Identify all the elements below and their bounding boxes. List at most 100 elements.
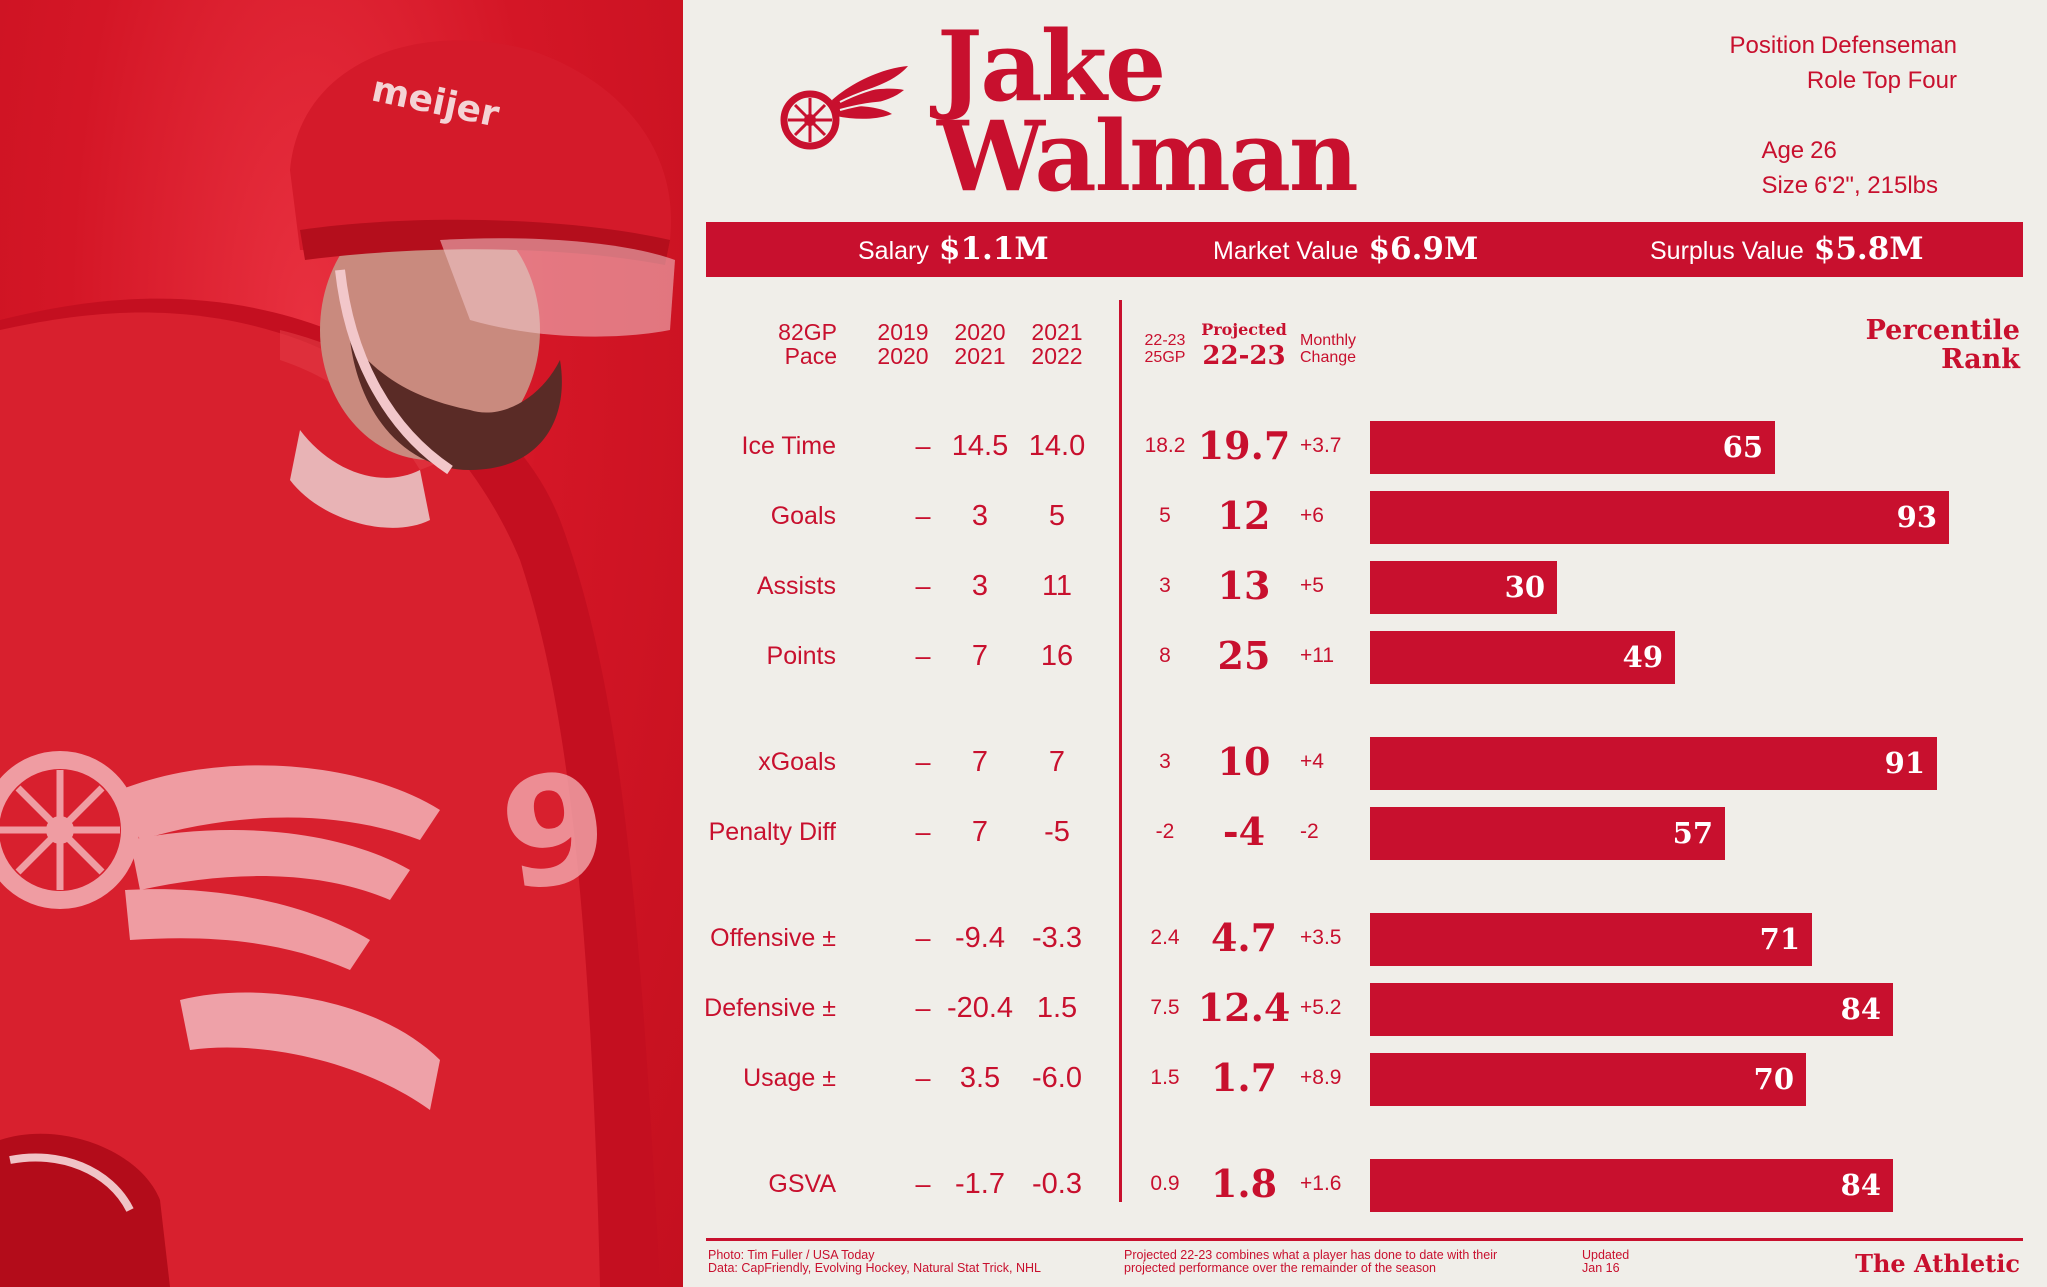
header-season-1920: 2019 2020 <box>870 320 936 368</box>
stat-monthly-change: +4 <box>1300 750 1324 773</box>
size-value: 6'2", 215lbs <box>1814 172 1938 199</box>
stat-monthly-change: +11 <box>1300 644 1335 667</box>
percentile-value: 71 <box>1759 922 1800 956</box>
stat-2223-25gp: 1.5 <box>1150 1066 1180 1089</box>
stat-2020-2021: -9.4 <box>955 922 1005 954</box>
stat-2019-2020: – <box>915 817 931 847</box>
stat-2020-2021: -20.4 <box>946 992 1014 1024</box>
stat-row: Ice Time –14.5 14.0 18.2 19.7 +3.7 65 <box>0 418 2047 474</box>
header-proj-line1: Projected <box>1201 320 1287 339</box>
stat-label: Usage ± <box>743 1064 836 1092</box>
data-credit: Data: CapFriendly, Evolving Hockey, Natu… <box>708 1261 1041 1275</box>
header-s1-line2: 2020 <box>877 343 929 369</box>
header-2223-25gp: 22-23 25GP <box>1140 332 1190 366</box>
percentile-bar: 71 <box>1370 913 1812 966</box>
stat-label: Penalty Diff <box>708 818 836 846</box>
percentile-value: 91 <box>1884 746 1925 780</box>
percentile-bar: 30 <box>1370 561 1557 614</box>
stat-2019-2020: – <box>915 571 931 601</box>
age-value: 26 <box>1810 137 1837 164</box>
stat-2223-25gp: -2 <box>1155 820 1175 843</box>
player-name: Jake Walman <box>937 10 1359 205</box>
player-position-block: Position Defenseman Role Top Four <box>1730 28 1957 98</box>
stat-label: Offensive ± <box>710 924 836 952</box>
header-gp-line2: 25GP <box>1144 349 1186 366</box>
stat-2021-2022: 1.5 <box>1036 992 1078 1024</box>
projection-note-line1: Projected 22-23 combines what a player h… <box>1124 1248 1498 1262</box>
stat-label: Ice Time <box>741 432 836 460</box>
stat-monthly-change: +5.2 <box>1300 996 1342 1019</box>
header-monthly-change: Monthly Change <box>1300 332 1366 366</box>
stat-2019-2020: – <box>915 501 931 531</box>
stat-row: xGoals – 7 7 3 10 +4 91 <box>0 734 2047 790</box>
header-s2-line1: 2020 <box>954 319 1006 345</box>
updated-date: Jan 16 <box>1582 1261 1620 1275</box>
stat-row: Points – 7 16 8 25 +11 49 <box>0 628 2047 684</box>
stat-2019-2020: – <box>915 431 931 461</box>
photo-credit: Photo: Tim Fuller / USA Today <box>708 1248 875 1262</box>
market-value-item: Market Value $6.9M <box>1213 222 1478 277</box>
stat-projected: 10 <box>1217 739 1271 784</box>
header-proj-line2: 22-23 <box>1202 341 1286 371</box>
stat-projected: 4.7 <box>1210 915 1278 960</box>
percentile-bar: 70 <box>1370 1053 1806 1106</box>
stat-2223-25gp: 0.9 <box>1150 1172 1180 1195</box>
percentile-bar: 84 <box>1370 1159 1893 1212</box>
stat-projected: 19.7 <box>1197 423 1291 468</box>
header-chg-line1: Monthly <box>1300 332 1357 349</box>
percentile-value: 65 <box>1722 430 1763 464</box>
player-photo-illustration: 9 meijer <box>0 40 675 1287</box>
player-first-name: Jake <box>937 10 1166 123</box>
stat-monthly-change: +1.6 <box>1300 1172 1342 1195</box>
stat-2019-2020: – <box>915 993 931 1023</box>
stat-2021-2022: 16 <box>1040 640 1074 672</box>
position-label: Position <box>1729 32 1815 59</box>
stat-projected: 12.4 <box>1197 985 1291 1030</box>
stat-2021-2022: 14.0 <box>1028 430 1086 462</box>
market-value-label: Market Value <box>1213 237 1359 265</box>
percentile-bar: 91 <box>1370 737 1937 790</box>
stat-2020-2021: 7 <box>971 816 989 848</box>
stat-2019-2020: – <box>915 923 931 953</box>
percentile-bar: 57 <box>1370 807 1725 860</box>
column-divider <box>1119 300 1122 1202</box>
header-pace-line2: Pace <box>784 343 837 369</box>
header-season-2122: 2021 2022 <box>1024 320 1090 368</box>
updated-label: Updated <box>1582 1248 1630 1262</box>
size-label: Size <box>1761 172 1809 199</box>
stat-row: Usage ± –3.5 -6.0 1.5 1.7 +8.9 70 <box>0 1050 2047 1106</box>
stat-projected: 12 <box>1217 493 1271 538</box>
percentile-value: 93 <box>1896 500 1937 534</box>
header-percentile-rank: Percentile Rank <box>1866 316 2020 374</box>
stat-monthly-change: +3.5 <box>1300 926 1342 949</box>
stat-2020-2021: 3 <box>971 500 989 532</box>
player-bio-block: Age 26 Size 6'2", 215lbs <box>1761 133 1938 203</box>
header-s3-line2: 2022 <box>1031 343 1083 369</box>
stat-label: xGoals <box>758 748 836 776</box>
stat-2021-2022: -3.3 <box>1032 922 1082 954</box>
stat-projected: 1.7 <box>1210 1055 1278 1100</box>
stat-2020-2021: 14.5 <box>951 430 1009 462</box>
role-label: Role <box>1806 67 1857 94</box>
percentile-value: 84 <box>1840 1168 1881 1202</box>
stat-2021-2022: 11 <box>1041 570 1073 602</box>
stat-2020-2021: 7 <box>971 746 989 778</box>
footer-updated: Updated Jan 16 <box>1582 1249 1629 1275</box>
stat-monthly-change: +8.9 <box>1300 1066 1342 1089</box>
surplus-value-label: Surplus Value <box>1650 237 1804 265</box>
age-label: Age <box>1761 137 1805 164</box>
percentile-bar: 49 <box>1370 631 1675 684</box>
stat-label: Assists <box>756 572 836 600</box>
header-season-2021: 2020 2021 <box>947 320 1013 368</box>
stat-label: Points <box>766 642 836 670</box>
stat-projected: 13 <box>1217 563 1271 608</box>
position-value: Defenseman <box>1820 32 1957 59</box>
stat-2019-2020: – <box>915 641 931 671</box>
stat-2020-2021: -1.7 <box>955 1168 1005 1200</box>
projection-note-line2: projected performance over the remainder… <box>1124 1261 1436 1275</box>
stat-2223-25gp: 18.2 <box>1144 434 1186 457</box>
stat-monthly-change: +5 <box>1300 574 1324 597</box>
stat-2021-2022: -5 <box>1044 816 1070 848</box>
stat-2223-25gp: 5 <box>1159 504 1171 527</box>
stat-2021-2022: -0.3 <box>1032 1168 1082 1200</box>
